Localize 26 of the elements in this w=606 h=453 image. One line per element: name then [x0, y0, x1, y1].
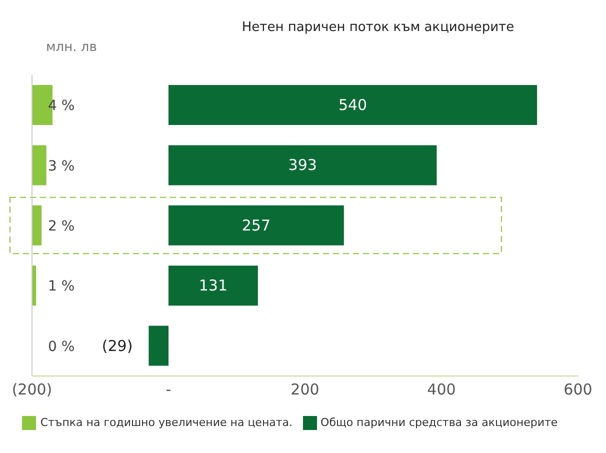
y-tick-label: 0 % — [48, 338, 75, 355]
data-label: 393 — [288, 156, 317, 174]
data-label: 257 — [242, 216, 271, 234]
chart-title: Нетен паричен поток към акционерите — [240, 19, 516, 37]
x-tick-label: 400 — [427, 380, 456, 399]
x-tick-label: 600 — [564, 380, 592, 399]
bar — [32, 145, 46, 186]
bar — [168, 145, 437, 186]
x-tick-label: (200) — [12, 380, 52, 399]
data-label: (29) — [102, 336, 133, 355]
y-tick-label: 4 % — [48, 98, 75, 114]
bar — [168, 85, 538, 125]
y-tick-label: 1 % — [48, 278, 75, 295]
data-label: 131 — [198, 276, 228, 295]
y-axis-title: млн. лв — [46, 40, 97, 55]
bar — [168, 266, 258, 306]
legend-label: Стъпка на годишно увеличение на цената. — [40, 416, 293, 430]
x-tick-label: 200 — [290, 380, 320, 399]
y-tick-label: 3 % — [48, 158, 75, 174]
bar — [168, 205, 344, 246]
bar — [32, 205, 42, 246]
legend-label: Общо парични средства за акционерите — [320, 416, 558, 430]
data-label: 540 — [338, 96, 368, 114]
bar — [148, 326, 168, 366]
x-tick-label: - — [166, 380, 172, 399]
y-tick-label: 2 % — [48, 218, 75, 234]
